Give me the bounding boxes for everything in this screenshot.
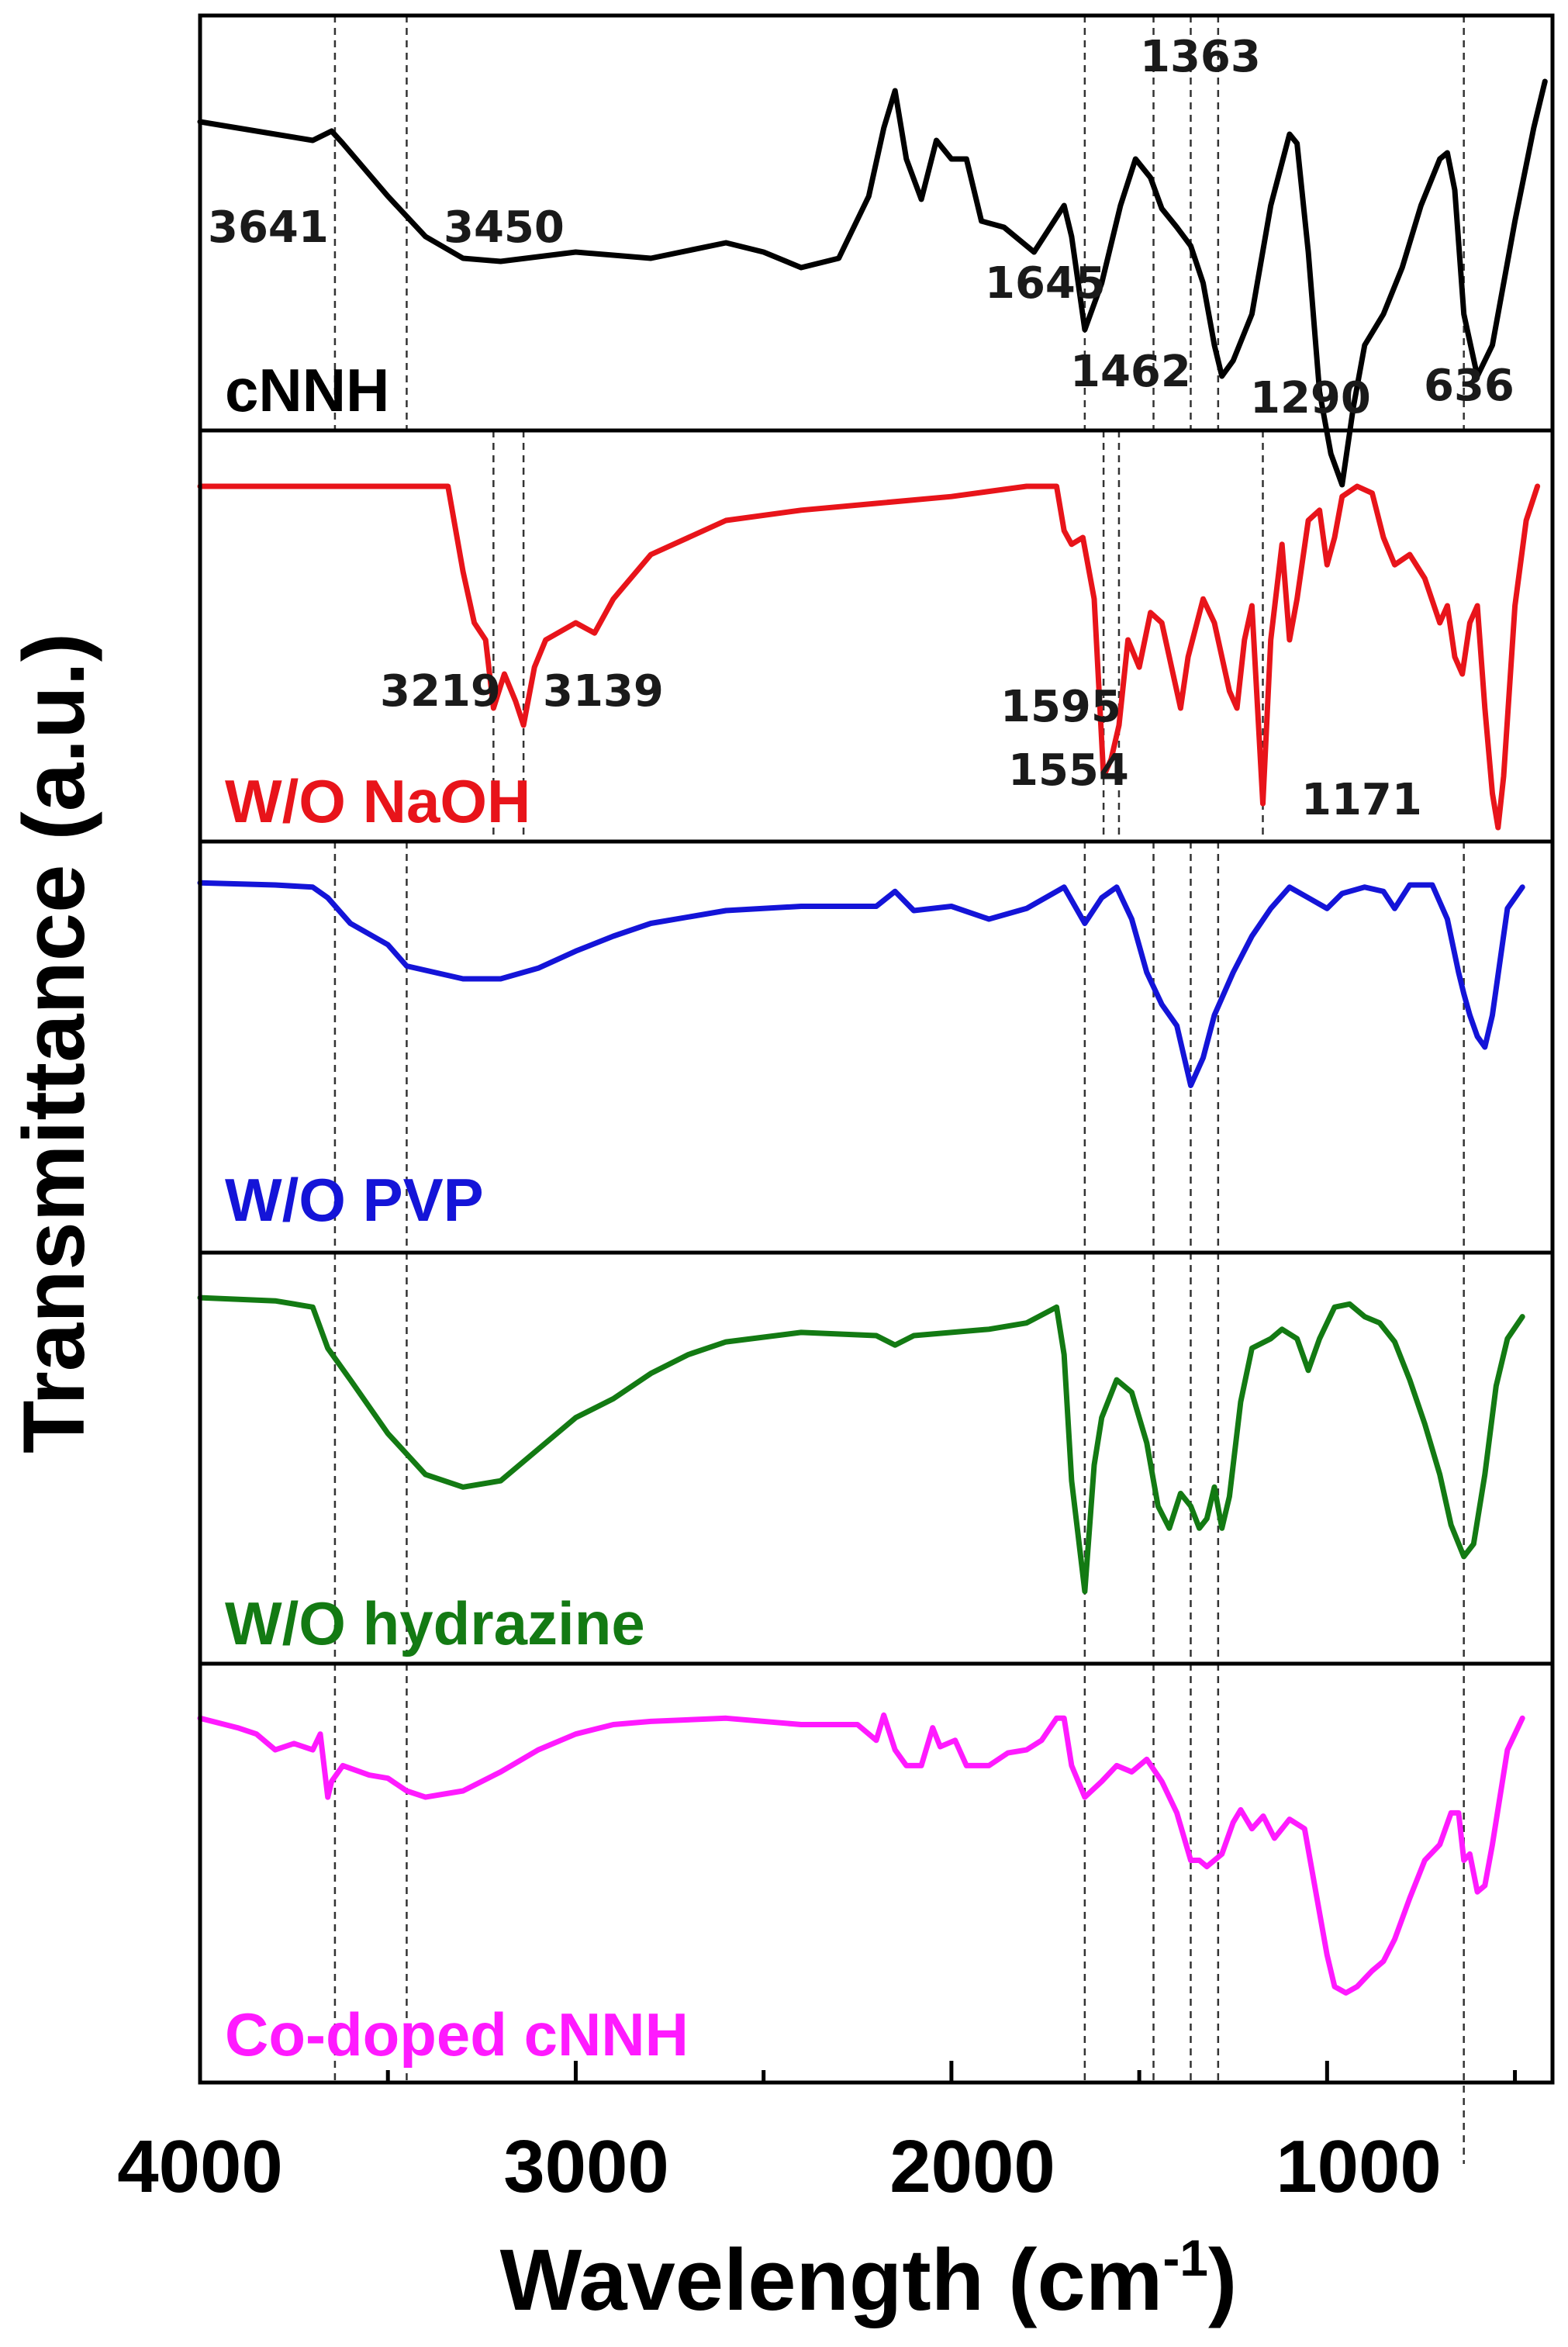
peak-label-636: 636 xyxy=(1424,361,1514,411)
spectra-traces xyxy=(197,78,1548,1996)
x-tick-label-4000: 4000 xyxy=(117,2125,283,2208)
sample-label-wo-hydrazine: W/O hydrazine xyxy=(225,1589,645,1657)
spectrum-w-o-pvp xyxy=(197,880,1525,1088)
spectrum-co-doped-cnnh xyxy=(197,1712,1525,1996)
peak-label-1363: 1363 xyxy=(1140,32,1261,82)
sample-label-wo-pvp: W/O PVP xyxy=(225,1166,484,1234)
spectrum-cnnh xyxy=(197,78,1548,488)
x-tick-label-1000: 1000 xyxy=(1276,2125,1442,2208)
panel-frames xyxy=(198,13,1555,2085)
peak-label-1462: 1462 xyxy=(1070,347,1191,397)
spectrum-w-o-naoh xyxy=(197,483,1541,831)
x-tick-label-3000: 3000 xyxy=(503,2125,669,2208)
sample-label-wo-naoh: W/O NaOH xyxy=(225,767,530,835)
panel-frame-5 xyxy=(198,1661,1555,2085)
peak-label-1645: 1645 xyxy=(985,258,1106,309)
peak-label-1290: 1290 xyxy=(1250,373,1371,423)
y-axis-title: Transmittance (a.u.) xyxy=(5,633,102,1453)
x-tick-label-2000: 2000 xyxy=(889,2125,1055,2208)
peak-label-1171: 1171 xyxy=(1301,775,1422,825)
peak-label-3139: 3139 xyxy=(543,666,664,717)
x-axis-title: Wavelength (cm-1) xyxy=(500,2229,1238,2328)
panel-frame-1 xyxy=(198,13,1555,433)
peak-label-3450: 3450 xyxy=(444,202,565,253)
sample-label-co-doped-cnnh: Co-doped cNNH xyxy=(225,2000,689,2069)
peak-label-3641: 3641 xyxy=(208,202,329,253)
spectrum-w-o-hydrazine xyxy=(197,1294,1525,1595)
peak-label-1595: 1595 xyxy=(1000,682,1121,732)
sample-label-cnnh: cNNH xyxy=(225,356,389,424)
reference-lines xyxy=(333,16,1465,2164)
peak-label-1554: 1554 xyxy=(1008,745,1129,796)
x-axis-ticks xyxy=(198,2061,1518,2083)
peak-label-3219: 3219 xyxy=(380,666,501,717)
